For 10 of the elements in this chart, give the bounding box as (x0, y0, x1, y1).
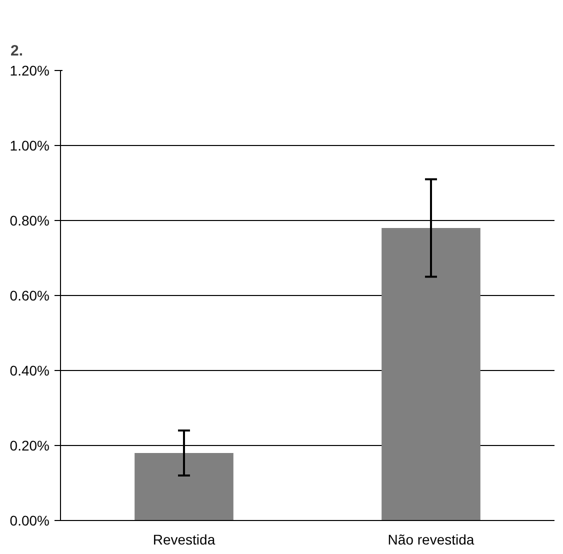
y-tick-label: 0.60% (10, 288, 50, 304)
y-tick-label: 1.00% (10, 138, 50, 154)
x-tick-label: Não revestida (388, 532, 474, 548)
y-tick-label: 0.40% (10, 362, 50, 378)
x-tick-label: Revestida (152, 532, 216, 548)
y-tick-label: 0.20% (10, 438, 50, 454)
y-tick-label: 0.80% (10, 212, 50, 228)
chart-title: 2. (10, 42, 24, 60)
y-tick-label: 0.00% (10, 512, 50, 528)
y-tick-label: 1.20% (10, 62, 50, 78)
